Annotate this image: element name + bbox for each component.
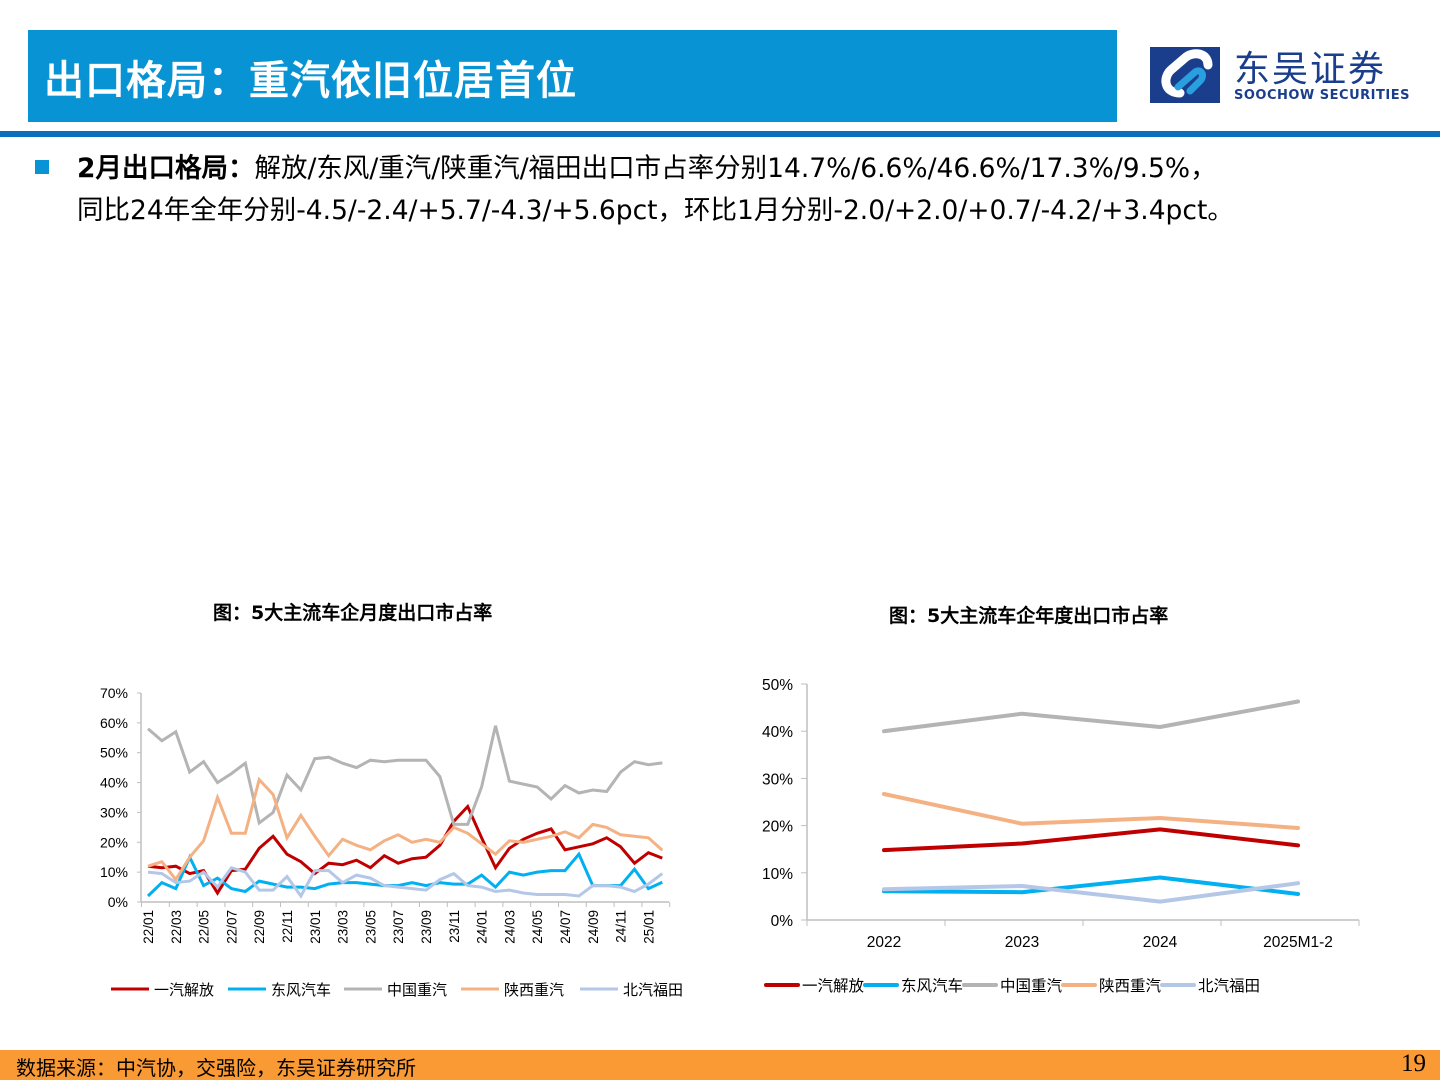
- monthly-x-tick-label: 24/07: [558, 910, 573, 944]
- monthly-x-tick-label: 23/07: [391, 910, 406, 944]
- monthly-legend-label: 中国重汽: [387, 982, 447, 999]
- monthly-x-tick-label: 22/09: [252, 910, 267, 944]
- annual-legend-label: 陕西重汽: [1099, 977, 1162, 995]
- monthly-x-tick-label: 24/05: [530, 910, 545, 944]
- annual-legend-label: 东风汽车: [901, 977, 963, 995]
- title-bar: 出口格局：重汽依旧位居首位: [28, 30, 1117, 122]
- monthly-y-tick-label: 30%: [100, 804, 128, 820]
- monthly-series-line: [146, 851, 663, 898]
- monthly-y-tick-label: 10%: [100, 864, 128, 880]
- monthly-x-tick-label: 23/01: [308, 910, 323, 944]
- annual-y-tick-label: 40%: [762, 724, 793, 741]
- data-source: 数据来源：中汽协，交强险，东吴证券研究所: [16, 1056, 416, 1080]
- annual-series-line: [882, 792, 1300, 830]
- monthly-legend-label: 东风汽车: [271, 982, 331, 999]
- monthly-legend-label: 一汽解放: [154, 982, 214, 999]
- monthly-legend-label: 北汽福田: [623, 982, 683, 999]
- annual-y-tick-label: 10%: [762, 866, 793, 883]
- summary-line-1: 2月出口格局：解放/东风/重汽/陕重汽/福田出口市占率分别14.7%/6.6%/…: [77, 148, 1432, 190]
- logo-mark-icon: [1150, 47, 1220, 103]
- annual-x-tick-label: 2022: [867, 934, 901, 951]
- annual-x-tick-label: 2025M1-2: [1263, 934, 1333, 951]
- monthly-y-tick-label: 60%: [100, 715, 128, 731]
- annual-series-line: [882, 875, 1300, 896]
- monthly-legend-label: 陕西重汽: [504, 982, 564, 999]
- annual-legend-label: 北汽福田: [1198, 977, 1260, 995]
- monthly-x-tick-label: 24/03: [502, 910, 517, 944]
- monthly-y-tick-label: 0%: [108, 894, 128, 910]
- monthly-series-line: [147, 803, 663, 896]
- annual-x-tick-label: 2023: [1005, 934, 1039, 951]
- monthly-x-tick-label: 23/05: [363, 910, 378, 944]
- annual-y-tick-label: 20%: [762, 819, 793, 836]
- page-number: 19: [1401, 1050, 1426, 1077]
- annual-chart-title: 图：5大主流车企年度出口市占率: [889, 605, 1169, 627]
- logo-chinese-text: 东吴证券: [1234, 49, 1387, 90]
- annual-y-tick-label: 0%: [771, 913, 794, 930]
- monthly-x-tick-label: 24/11: [614, 910, 629, 943]
- monthly-x-tick-label: 23/03: [336, 910, 351, 944]
- monthly-x-tick-label: 22/03: [169, 910, 184, 944]
- annual-series-line: [882, 881, 1300, 904]
- monthly-x-tick-label: 24/01: [475, 910, 490, 944]
- monthly-x-tick-label: 22/05: [197, 910, 212, 944]
- monthly-y-tick-label: 70%: [100, 685, 128, 701]
- header-divider: [0, 131, 1440, 137]
- summary-line-1-text: 解放/东风/重汽/陕重汽/福田出口市占率分别14.7%/6.6%/46.6%/1…: [254, 153, 1217, 184]
- annual-y-tick-label: 30%: [762, 771, 793, 788]
- summary-bold-label: 2月出口格局：: [77, 153, 255, 184]
- annual-series-line: [882, 699, 1300, 734]
- annual-x-tick-label: 2024: [1143, 934, 1178, 951]
- monthly-series-line: [147, 865, 664, 899]
- summary-paragraph: 2月出口格局：解放/东风/重汽/陕重汽/福田出口市占率分别14.7%/6.6%/…: [77, 148, 1432, 232]
- bullet-square-icon: [35, 160, 49, 174]
- monthly-series-line: [147, 725, 663, 826]
- summary-line-2: 同比24年全年分别-4.5/-2.4/+5.7/-4.3/+5.6pct，环比1…: [77, 195, 1234, 226]
- monthly-series-line: [147, 776, 664, 883]
- monthly-x-tick-label: 23/09: [419, 910, 434, 944]
- monthly-y-tick-label: 20%: [100, 834, 128, 850]
- monthly-x-tick-label: 22/07: [224, 910, 239, 944]
- monthly-y-tick-label: 40%: [100, 775, 128, 791]
- monthly-y-tick-label: 50%: [100, 745, 128, 761]
- monthly-x-tick-label: 23/11: [447, 910, 462, 943]
- annual-legend-label: 中国重汽: [1000, 977, 1063, 995]
- logo-english-text: SOOCHOW SECURITIES: [1234, 88, 1410, 103]
- page-title: 出口格局：重汽依旧位居首位: [44, 58, 577, 104]
- soochow-logo: 东吴证券 SOOCHOW SECURITIES: [1150, 42, 1420, 108]
- monthly-x-tick-label: 24/09: [586, 910, 601, 944]
- monthly-x-tick-label: 22/11: [280, 910, 295, 943]
- footer-bar: 数据来源：中汽协，交强险，东吴证券研究所 19: [0, 1050, 1440, 1080]
- annual-legend-label: 一汽解放: [802, 977, 865, 995]
- monthly-x-tick-label: 22/01: [141, 910, 156, 944]
- monthly-x-tick-label: 25/01: [641, 910, 656, 944]
- monthly-chart-title: 图：5大主流车企月度出口市占率: [213, 602, 493, 624]
- annual-series-line: [882, 827, 1300, 853]
- annual-y-tick-label: 50%: [762, 677, 793, 694]
